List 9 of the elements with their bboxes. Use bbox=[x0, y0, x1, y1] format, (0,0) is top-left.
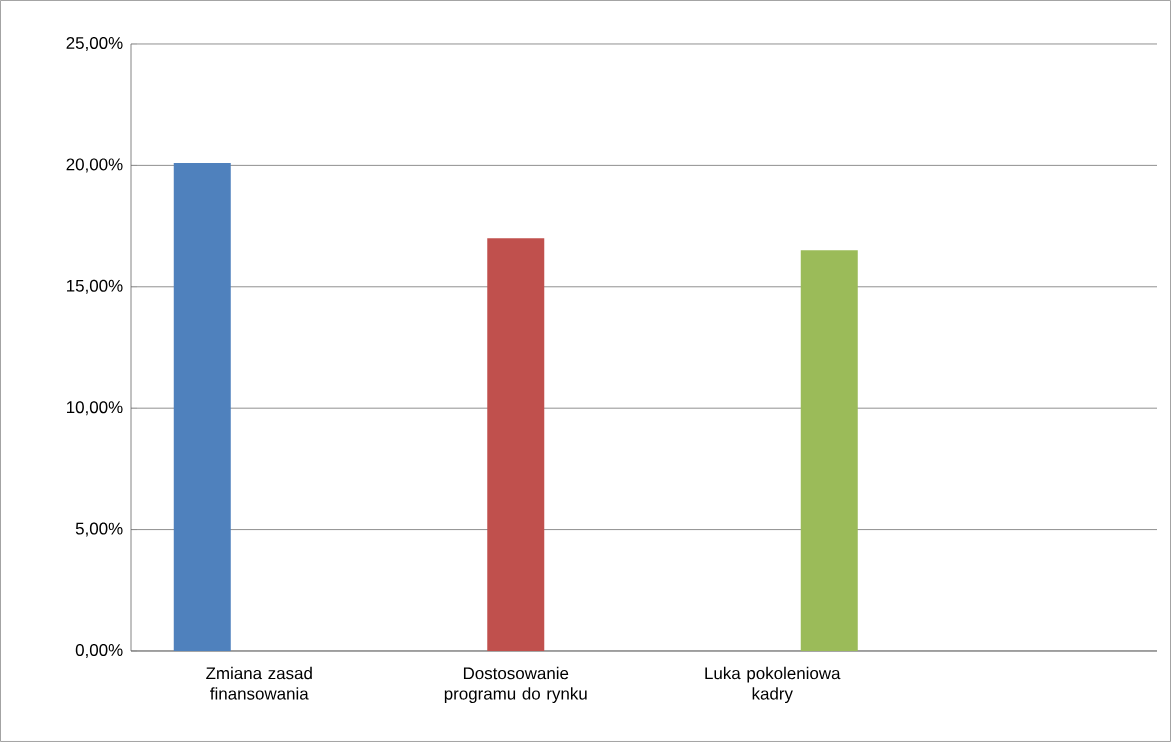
y-tick-label: 25,00% bbox=[66, 36, 123, 51]
y-tick-label: 15,00% bbox=[67, 279, 123, 294]
y-tick-label: 5,00% bbox=[75, 522, 123, 537]
x-tick-label: Dostosowanie programu do rynku bbox=[444, 666, 587, 704]
y-tick-label: 20,00% bbox=[66, 158, 123, 173]
y-tick-label: 0,00% bbox=[75, 643, 123, 658]
x-tick-label: Zmiana zasad finansowania bbox=[206, 666, 312, 700]
x-tick-label: Luka pokoleniowa kadry bbox=[705, 666, 841, 704]
y-tick-label: 10,00% bbox=[67, 401, 123, 416]
